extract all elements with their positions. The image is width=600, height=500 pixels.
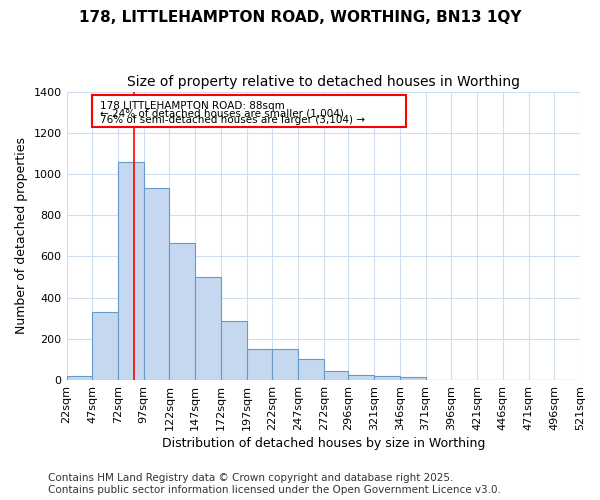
Bar <box>169 243 195 380</box>
Bar <box>67 376 92 380</box>
Bar <box>247 349 272 380</box>
Text: ← 24% of detached houses are smaller (1,004): ← 24% of detached houses are smaller (1,… <box>100 108 344 118</box>
Bar <box>195 277 221 380</box>
Bar <box>324 371 349 380</box>
Y-axis label: Number of detached properties: Number of detached properties <box>15 138 28 334</box>
Bar <box>272 349 298 380</box>
Bar <box>118 162 144 380</box>
Bar <box>92 94 406 126</box>
Text: 178, LITTLEHAMPTON ROAD, WORTHING, BN13 1QY: 178, LITTLEHAMPTON ROAD, WORTHING, BN13 … <box>79 10 521 25</box>
Bar <box>92 312 118 380</box>
Title: Size of property relative to detached houses in Worthing: Size of property relative to detached ho… <box>127 75 520 89</box>
Bar <box>374 376 400 380</box>
Bar <box>349 375 374 380</box>
Bar <box>144 188 169 380</box>
Bar <box>221 322 247 380</box>
X-axis label: Distribution of detached houses by size in Worthing: Distribution of detached houses by size … <box>161 437 485 450</box>
Text: 178 LITTLEHAMPTON ROAD: 88sqm: 178 LITTLEHAMPTON ROAD: 88sqm <box>100 101 285 111</box>
Text: 76% of semi-detached houses are larger (3,104) →: 76% of semi-detached houses are larger (… <box>100 116 365 126</box>
Bar <box>298 360 324 380</box>
Text: Contains HM Land Registry data © Crown copyright and database right 2025.
Contai: Contains HM Land Registry data © Crown c… <box>48 474 501 495</box>
Bar <box>400 377 425 380</box>
